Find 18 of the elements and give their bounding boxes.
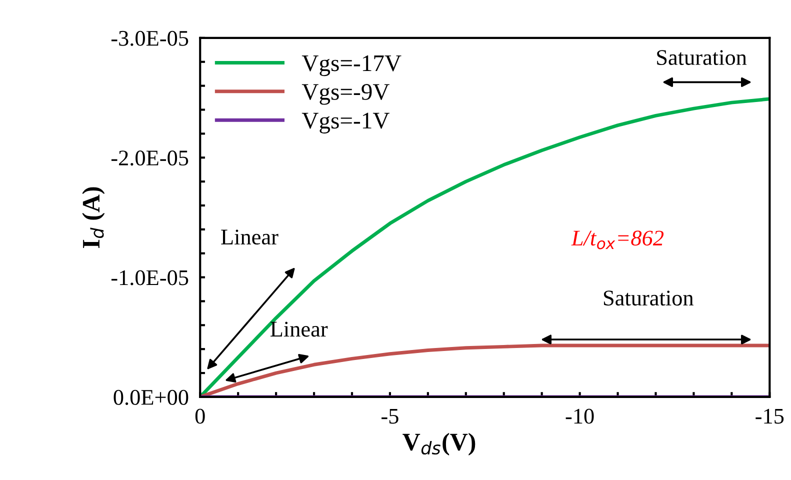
annotation: Linear (270, 322, 328, 337)
x-tick-label: -5 (382, 408, 398, 424)
y-tick-label: -1.0E-05 (111, 270, 188, 286)
x-tick-label: -10 (566, 408, 594, 424)
x-tick-label: -15 (756, 408, 784, 424)
y-axis-title: I$_{d}$ (A) (82, 187, 105, 248)
annotation: Saturation (657, 50, 747, 66)
y-tick-label: 0.0E+00 (114, 390, 188, 405)
annotation: Saturation (604, 290, 694, 306)
x-tick-label: 0 (195, 408, 205, 424)
y-tick-label: -2.0E-05 (111, 150, 188, 166)
legend-label: Vgs=-1V (302, 112, 390, 134)
annotation: L/t$_{ox}$=862 (571, 230, 664, 250)
annotation: Linear (221, 230, 278, 245)
y-tick-label: -3.0E-05 (111, 30, 188, 46)
legend-label: Vgs=-9V (302, 84, 390, 105)
x-axis-title: V$_{ds}$(V) (402, 432, 476, 456)
legend-label: Vgs=-17V (302, 55, 402, 76)
